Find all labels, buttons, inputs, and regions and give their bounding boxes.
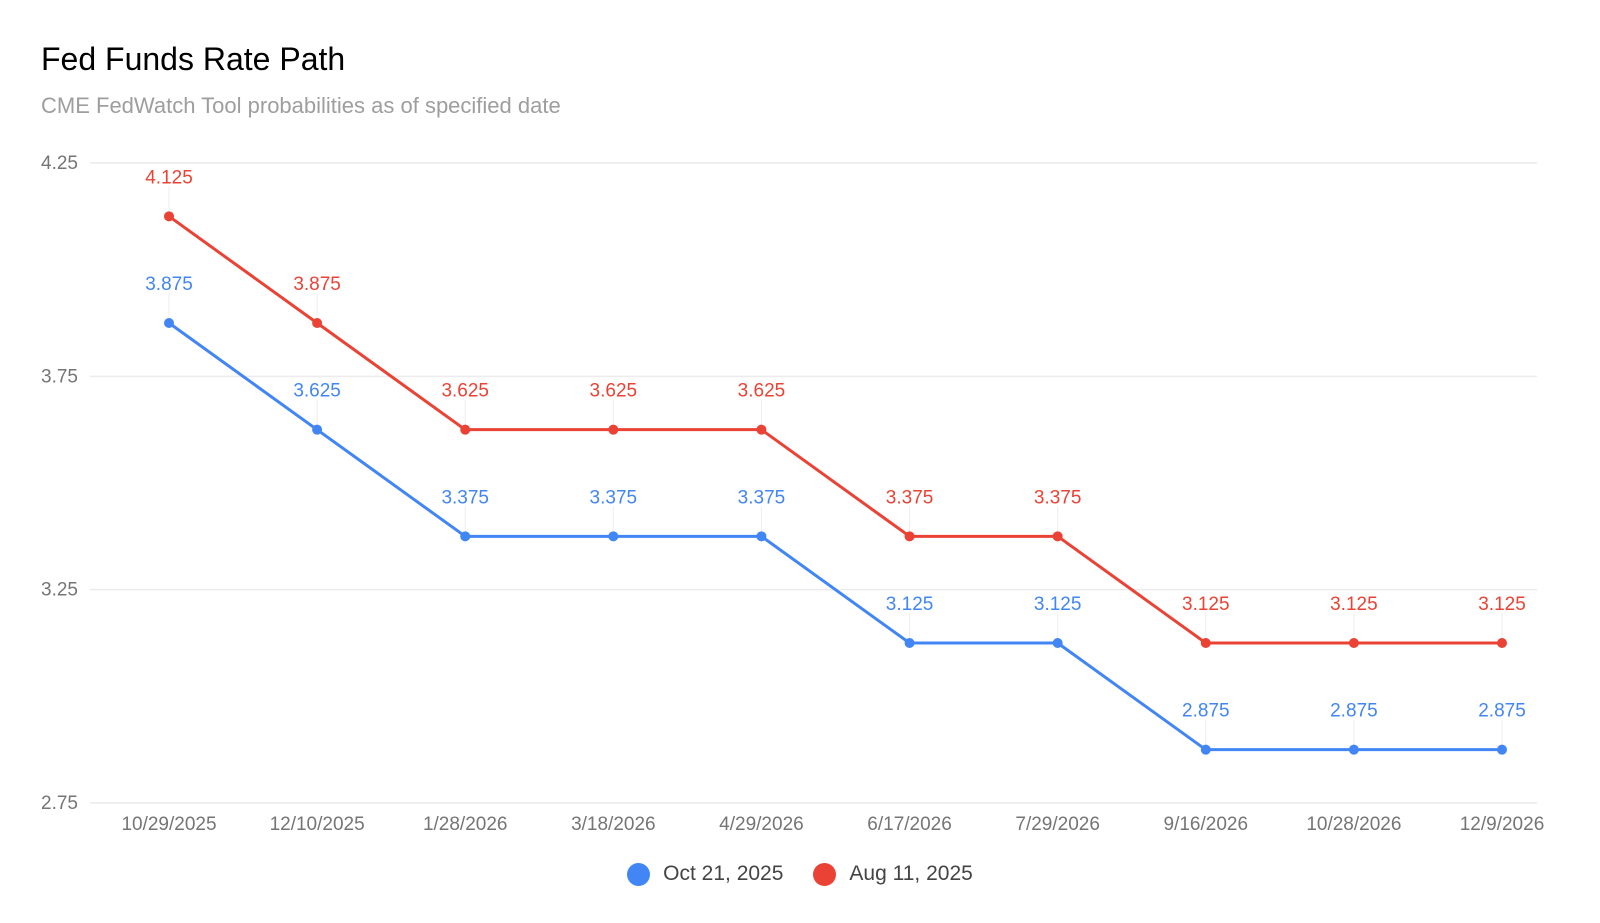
data-label: 2.875 bbox=[1478, 701, 1526, 722]
data-point[interactable] bbox=[608, 531, 619, 542]
legend-label-aug-11-2025: Aug 11, 2025 bbox=[849, 862, 973, 885]
data-point[interactable] bbox=[164, 318, 174, 328]
x-tick-label: 10/29/2025 bbox=[121, 814, 216, 835]
data-label: 3.875 bbox=[145, 274, 193, 295]
data-point[interactable] bbox=[756, 531, 767, 542]
data-point[interactable] bbox=[756, 424, 767, 435]
data-label: 3.625 bbox=[441, 381, 489, 402]
data-label: 3.125 bbox=[886, 594, 934, 615]
data-label: 3.375 bbox=[441, 487, 489, 508]
data-point[interactable] bbox=[312, 424, 323, 435]
x-tick-label: 7/29/2026 bbox=[1015, 814, 1100, 835]
data-label: 3.125 bbox=[1034, 594, 1082, 615]
legend-label-oct-21-2025: Oct 21, 2025 bbox=[663, 862, 784, 885]
data-point[interactable] bbox=[1497, 744, 1507, 755]
data-point[interactable] bbox=[904, 638, 915, 648]
data-label: 3.625 bbox=[738, 381, 786, 402]
legend-marker-oct-21-2025 bbox=[627, 862, 651, 886]
data-point[interactable] bbox=[460, 424, 471, 435]
chart-subtitle: CME FedWatch Tool probabilities as of sp… bbox=[41, 93, 561, 118]
x-tick-label: 3/18/2026 bbox=[571, 814, 656, 835]
data-label: 3.125 bbox=[1182, 594, 1230, 615]
data-label: 3.375 bbox=[590, 487, 638, 508]
data-label: 4.125 bbox=[145, 167, 193, 188]
data-label: 3.125 bbox=[1478, 594, 1526, 615]
series-line bbox=[167, 214, 1504, 645]
series-line bbox=[167, 321, 1504, 752]
y-tick-label: 3.25 bbox=[41, 580, 78, 601]
x-tick-label: 12/9/2026 bbox=[1460, 814, 1545, 835]
x-axis-ticks: 10/29/2025 12/10/2025 1/28/2026 3/18/2026 4/… bbox=[121, 814, 1544, 835]
data-label: 2.875 bbox=[1182, 701, 1230, 722]
data-point[interactable] bbox=[1052, 531, 1063, 542]
series-1: 4.125 3.875 3.625 3.625 3.625 3.375 3.375 3.125… bbox=[145, 167, 1526, 648]
data-point[interactable] bbox=[164, 211, 174, 222]
y-tick-label: 2.75 bbox=[41, 793, 78, 814]
x-tick-label: 4/29/2026 bbox=[719, 814, 804, 835]
data-point[interactable] bbox=[1497, 638, 1507, 648]
y-axis-ticks: 4.25 3.75 3.25 2.75 bbox=[41, 153, 78, 814]
y-tick-label: 4.25 bbox=[41, 153, 78, 174]
data-point[interactable] bbox=[1200, 638, 1211, 648]
data-point[interactable] bbox=[1200, 744, 1211, 755]
legend-item-oct-21-2025[interactable]: Oct 21, 2025 bbox=[627, 862, 783, 886]
data-label: 3.125 bbox=[1330, 594, 1378, 615]
data-label: 2.875 bbox=[1330, 701, 1378, 722]
data-point[interactable] bbox=[1348, 744, 1359, 755]
data-point[interactable] bbox=[608, 424, 619, 435]
data-point[interactable] bbox=[904, 531, 915, 542]
series-layer: 3.875 3.625 3.375 3.375 3.375 3.125 3.125 2.875… bbox=[145, 167, 1526, 755]
legend: Oct 21, 2025 Aug 11, 2025 bbox=[0, 862, 1600, 886]
data-point[interactable] bbox=[1348, 638, 1359, 648]
chart-title: Fed Funds Rate Path bbox=[41, 41, 346, 77]
y-tick-label: 3.75 bbox=[41, 366, 78, 387]
x-tick-label: 9/16/2026 bbox=[1164, 814, 1249, 835]
data-label: 3.875 bbox=[293, 274, 341, 295]
x-tick-label: 1/28/2026 bbox=[423, 814, 508, 835]
data-point[interactable] bbox=[312, 318, 323, 328]
legend-item-aug-11-2025[interactable]: Aug 11, 2025 bbox=[813, 862, 973, 886]
data-point[interactable] bbox=[460, 531, 471, 542]
legend-marker-aug-11-2025 bbox=[813, 862, 837, 886]
x-tick-label: 12/10/2025 bbox=[270, 814, 365, 835]
data-label: 3.375 bbox=[738, 487, 786, 508]
data-label: 3.375 bbox=[1034, 487, 1082, 508]
data-point[interactable] bbox=[1052, 638, 1063, 648]
data-label: 3.625 bbox=[590, 381, 638, 402]
x-tick-label: 6/17/2026 bbox=[867, 814, 952, 835]
series-0: 3.875 3.625 3.375 3.375 3.375 3.125 3.125 2.875… bbox=[145, 274, 1526, 755]
x-tick-label: 10/28/2026 bbox=[1306, 814, 1401, 835]
data-label: 3.375 bbox=[886, 487, 934, 508]
line-chart: 4.25 3.75 3.25 2.75 10/29/2025 12/10/2025 1/2… bbox=[41, 153, 1544, 835]
grid-lines bbox=[90, 162, 1537, 804]
data-label: 3.625 bbox=[293, 381, 341, 402]
